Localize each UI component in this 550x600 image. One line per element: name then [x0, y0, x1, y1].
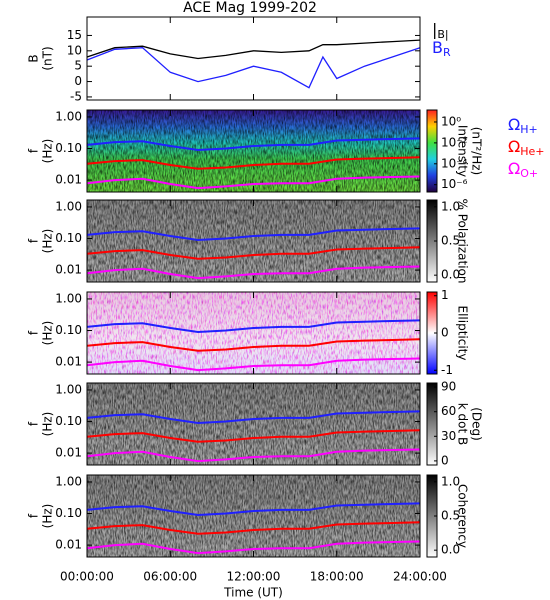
legend-entry: ΩHe+ [508, 137, 545, 159]
y-tick-label: 0.10 [55, 323, 82, 337]
colorbar-tick-label: 1 [441, 288, 449, 302]
y-axis-label: f [27, 513, 41, 518]
y-axis-label: f [27, 421, 41, 426]
colorbar-label: Intensity [456, 125, 470, 177]
colorbar-tick-label: 0.5 [441, 234, 460, 248]
y-axis-label: f [27, 148, 41, 153]
colorbar-tick-label: 1.0 [441, 199, 460, 213]
colorbar-label: k dot B [456, 403, 470, 445]
y-tick-label: 0.01 [55, 538, 82, 552]
gyrofrequency-line [86, 357, 421, 372]
gyrofrequency-line [86, 227, 421, 242]
gyrofrequency-line [86, 540, 421, 555]
colorbar-tick-label: 10⁻⁴ [441, 156, 468, 170]
legend-entry: BR [432, 38, 451, 60]
y-tick-label: 10 [67, 43, 82, 57]
colorbar-tick-label: 10⁰ [441, 114, 461, 128]
gyrofrequency-line [86, 410, 421, 425]
colorbar-tick-label: 0 [441, 326, 449, 340]
gyrofrequency-line [86, 265, 421, 280]
colorbar-tick-label: 10⁻² [441, 135, 468, 149]
y-axis-label: B [27, 54, 41, 62]
y-axis-label: f [27, 330, 41, 335]
gyrofrequency-line [86, 246, 421, 260]
gyrofrequency-line [86, 502, 421, 517]
y-tick-label: 0.10 [55, 506, 82, 520]
colorbar-tick-label: 90 [441, 380, 456, 394]
y-tick-label: 0.10 [55, 141, 82, 155]
colorbar-label: % Polarization [456, 199, 470, 284]
y-axis-label: (Hz) [41, 412, 55, 437]
y-tick-label: 15 [67, 28, 82, 42]
legend-entry: |B| [432, 20, 449, 42]
x-tick-label: 12:00:00 [227, 570, 281, 584]
y-tick-label: 0.10 [55, 231, 82, 245]
y-tick-label: 0.01 [55, 355, 82, 369]
colorbar-tick-label: 1.0 [441, 474, 460, 488]
y-tick-label: 0 [74, 74, 82, 88]
colorbar-tick-label: 0.0 [441, 543, 460, 557]
x-tick-label: 18:00:00 [310, 570, 364, 584]
y-axis-label: (nT) [41, 46, 55, 70]
gyrofrequency-line [86, 338, 421, 352]
y-axis-label: (Hz) [41, 229, 55, 254]
y-axis-label: f [27, 238, 41, 243]
colorbar-label: (nT²/Hz) [470, 127, 484, 175]
colorbar-tick-label: 0.5 [441, 509, 460, 523]
colorbar-tick-label: 0 [441, 453, 449, 467]
colorbar [426, 382, 438, 466]
data-line [86, 47, 421, 89]
y-tick-label: 1.00 [55, 291, 82, 305]
colorbar [426, 109, 438, 193]
y-axis-label: (Hz) [41, 139, 55, 164]
chart-title: ACE Mag 1999-202 [183, 0, 317, 16]
y-tick-label: 0.01 [55, 263, 82, 277]
gyrofrequency-line [86, 175, 421, 190]
gyrofrequency-line [86, 319, 421, 334]
gyrofrequency-line [86, 137, 421, 152]
colorbar-tick-label: 30 [441, 429, 456, 443]
gyrofrequency-line [86, 156, 421, 170]
data-line [86, 39, 421, 60]
legend-entry: ΩO+ [508, 159, 538, 181]
y-tick-label: 1.00 [55, 199, 82, 213]
gyrofrequency-line [86, 448, 421, 463]
x-tick-label: 06:00:00 [143, 570, 197, 584]
y-axis-label: (Hz) [41, 504, 55, 529]
y-tick-label: 0.10 [55, 414, 82, 428]
x-tick-label: 24:00:00 [393, 570, 447, 584]
panel-frame [86, 16, 421, 101]
colorbar-tick-label: 60 [441, 404, 456, 418]
colorbar-label: (Deg) [470, 407, 484, 441]
gyrofrequency-line [86, 521, 421, 535]
y-tick-label: 0.01 [55, 446, 82, 460]
x-axis-label: Time (UT) [223, 586, 283, 600]
colorbar-tick-label: 10⁻⁶ [441, 177, 468, 191]
y-tick-label: 5 [74, 59, 82, 73]
colorbar-tick-label: -1 [441, 363, 453, 377]
y-tick-label: 1.00 [55, 474, 82, 488]
colorbar-tick-label: 0.0 [441, 268, 460, 282]
colorbar-label: Coherency [456, 484, 470, 548]
gyrofrequency-line [86, 429, 421, 443]
y-tick-label: 0.01 [55, 173, 82, 187]
y-tick-label: 1.00 [55, 382, 82, 396]
legend-entry: ΩH+ [508, 115, 538, 137]
y-tick-label: 1.00 [55, 109, 82, 123]
y-tick-label: -5 [70, 89, 82, 103]
y-axis-label: (Hz) [41, 321, 55, 346]
colorbar-label: Ellipticity [456, 306, 470, 361]
x-tick-label: 00:00:00 [60, 570, 114, 584]
